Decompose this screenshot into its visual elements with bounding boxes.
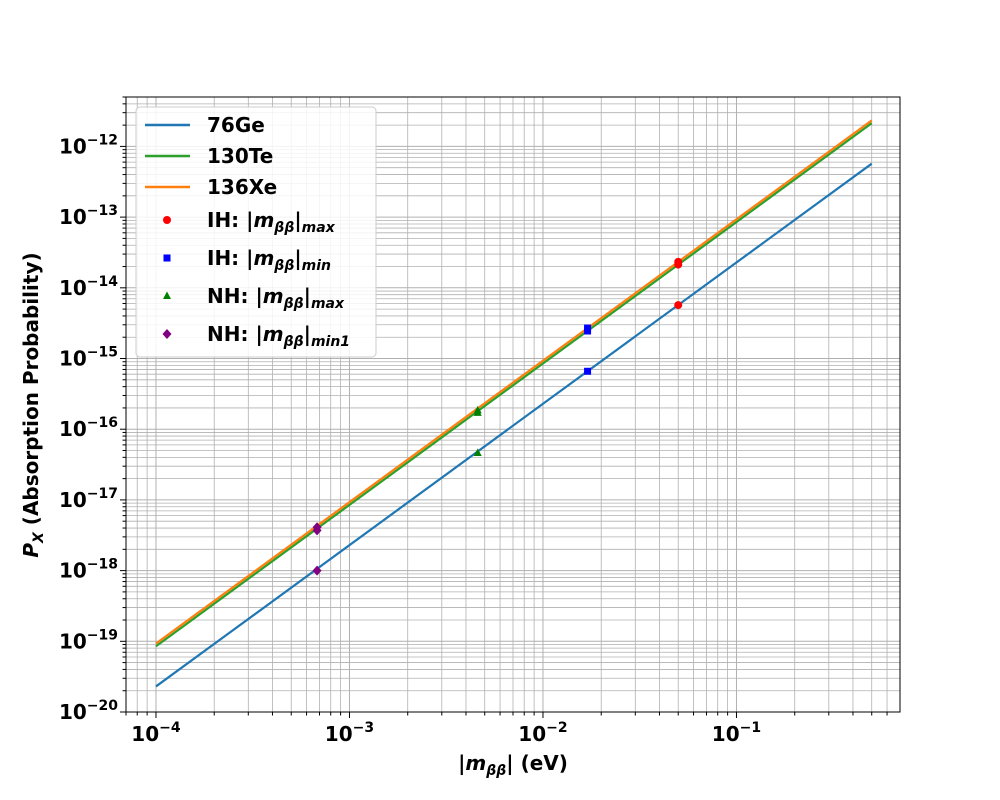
legend-marker-triangle [163, 291, 171, 299]
data-point-square [584, 324, 592, 332]
y-tick-label: 10−20 [59, 698, 118, 724]
x-tick-labels: 10−4 10−3 10−2 10−1 [131, 720, 761, 746]
series-line-130te [155, 122, 873, 648]
legend-label-136xe: 136Xe [207, 175, 277, 199]
data-point-square [584, 367, 592, 375]
legend-marker-square [163, 254, 171, 262]
series-line-136xe [155, 119, 873, 645]
y-tick-label: 10−13 [59, 203, 118, 229]
x-tick-label: 10−4 [131, 720, 181, 746]
series-line-76ge [155, 162, 873, 688]
y-tick-label: 10−14 [59, 274, 118, 300]
data-point-circle [674, 257, 683, 266]
legend: 76Ge 130Te 136Xe IH: |mββ|max IH: |mββ|min NH… [135, 106, 377, 358]
legend-marker-circle [163, 216, 171, 224]
data-point-diamond [312, 522, 322, 533]
data-point-circle [674, 301, 683, 310]
legend-marker-diamond [162, 329, 172, 339]
x-tick-label: 10−2 [518, 720, 567, 746]
legend-label-76ge: 76Ge [207, 113, 265, 137]
y-tick-label: 10−16 [59, 415, 118, 441]
x-axis-label: |mββ| (eV) [458, 751, 568, 779]
x-tick-label: 10−1 [712, 720, 761, 746]
data-markers [312, 257, 683, 576]
y-tick-label: 10−17 [59, 486, 118, 512]
data-point-triangle [473, 405, 482, 414]
y-tick-label: 10−19 [59, 627, 118, 653]
legend-label-triangle: NH: |mββ|max [207, 284, 345, 312]
y-tick-label: 10−12 [59, 132, 118, 158]
legend-label-diamond: NH: |mββ|min1 [207, 322, 350, 350]
x-tick-label: 10−3 [325, 720, 374, 746]
y-tick-label: 10−15 [59, 345, 118, 371]
legend-label-square: IH: |mββ|min [207, 246, 331, 274]
series-lines [155, 119, 873, 688]
legend-box [135, 106, 377, 358]
data-point-diamond [312, 565, 322, 576]
y-axis-label: PX (Absorption Probability) [19, 252, 47, 557]
data-point-triangle [473, 448, 482, 457]
axis-ticks [120, 96, 888, 718]
y-tick-label: 10−18 [59, 557, 118, 583]
y-tick-labels: 10−20 10−19 10−18 10−17 10−16 10−15 10−14 10−13… [59, 132, 118, 724]
legend-label-130te: 130Te [207, 144, 273, 168]
legend-label-circle: IH: |mββ|max [207, 208, 336, 236]
